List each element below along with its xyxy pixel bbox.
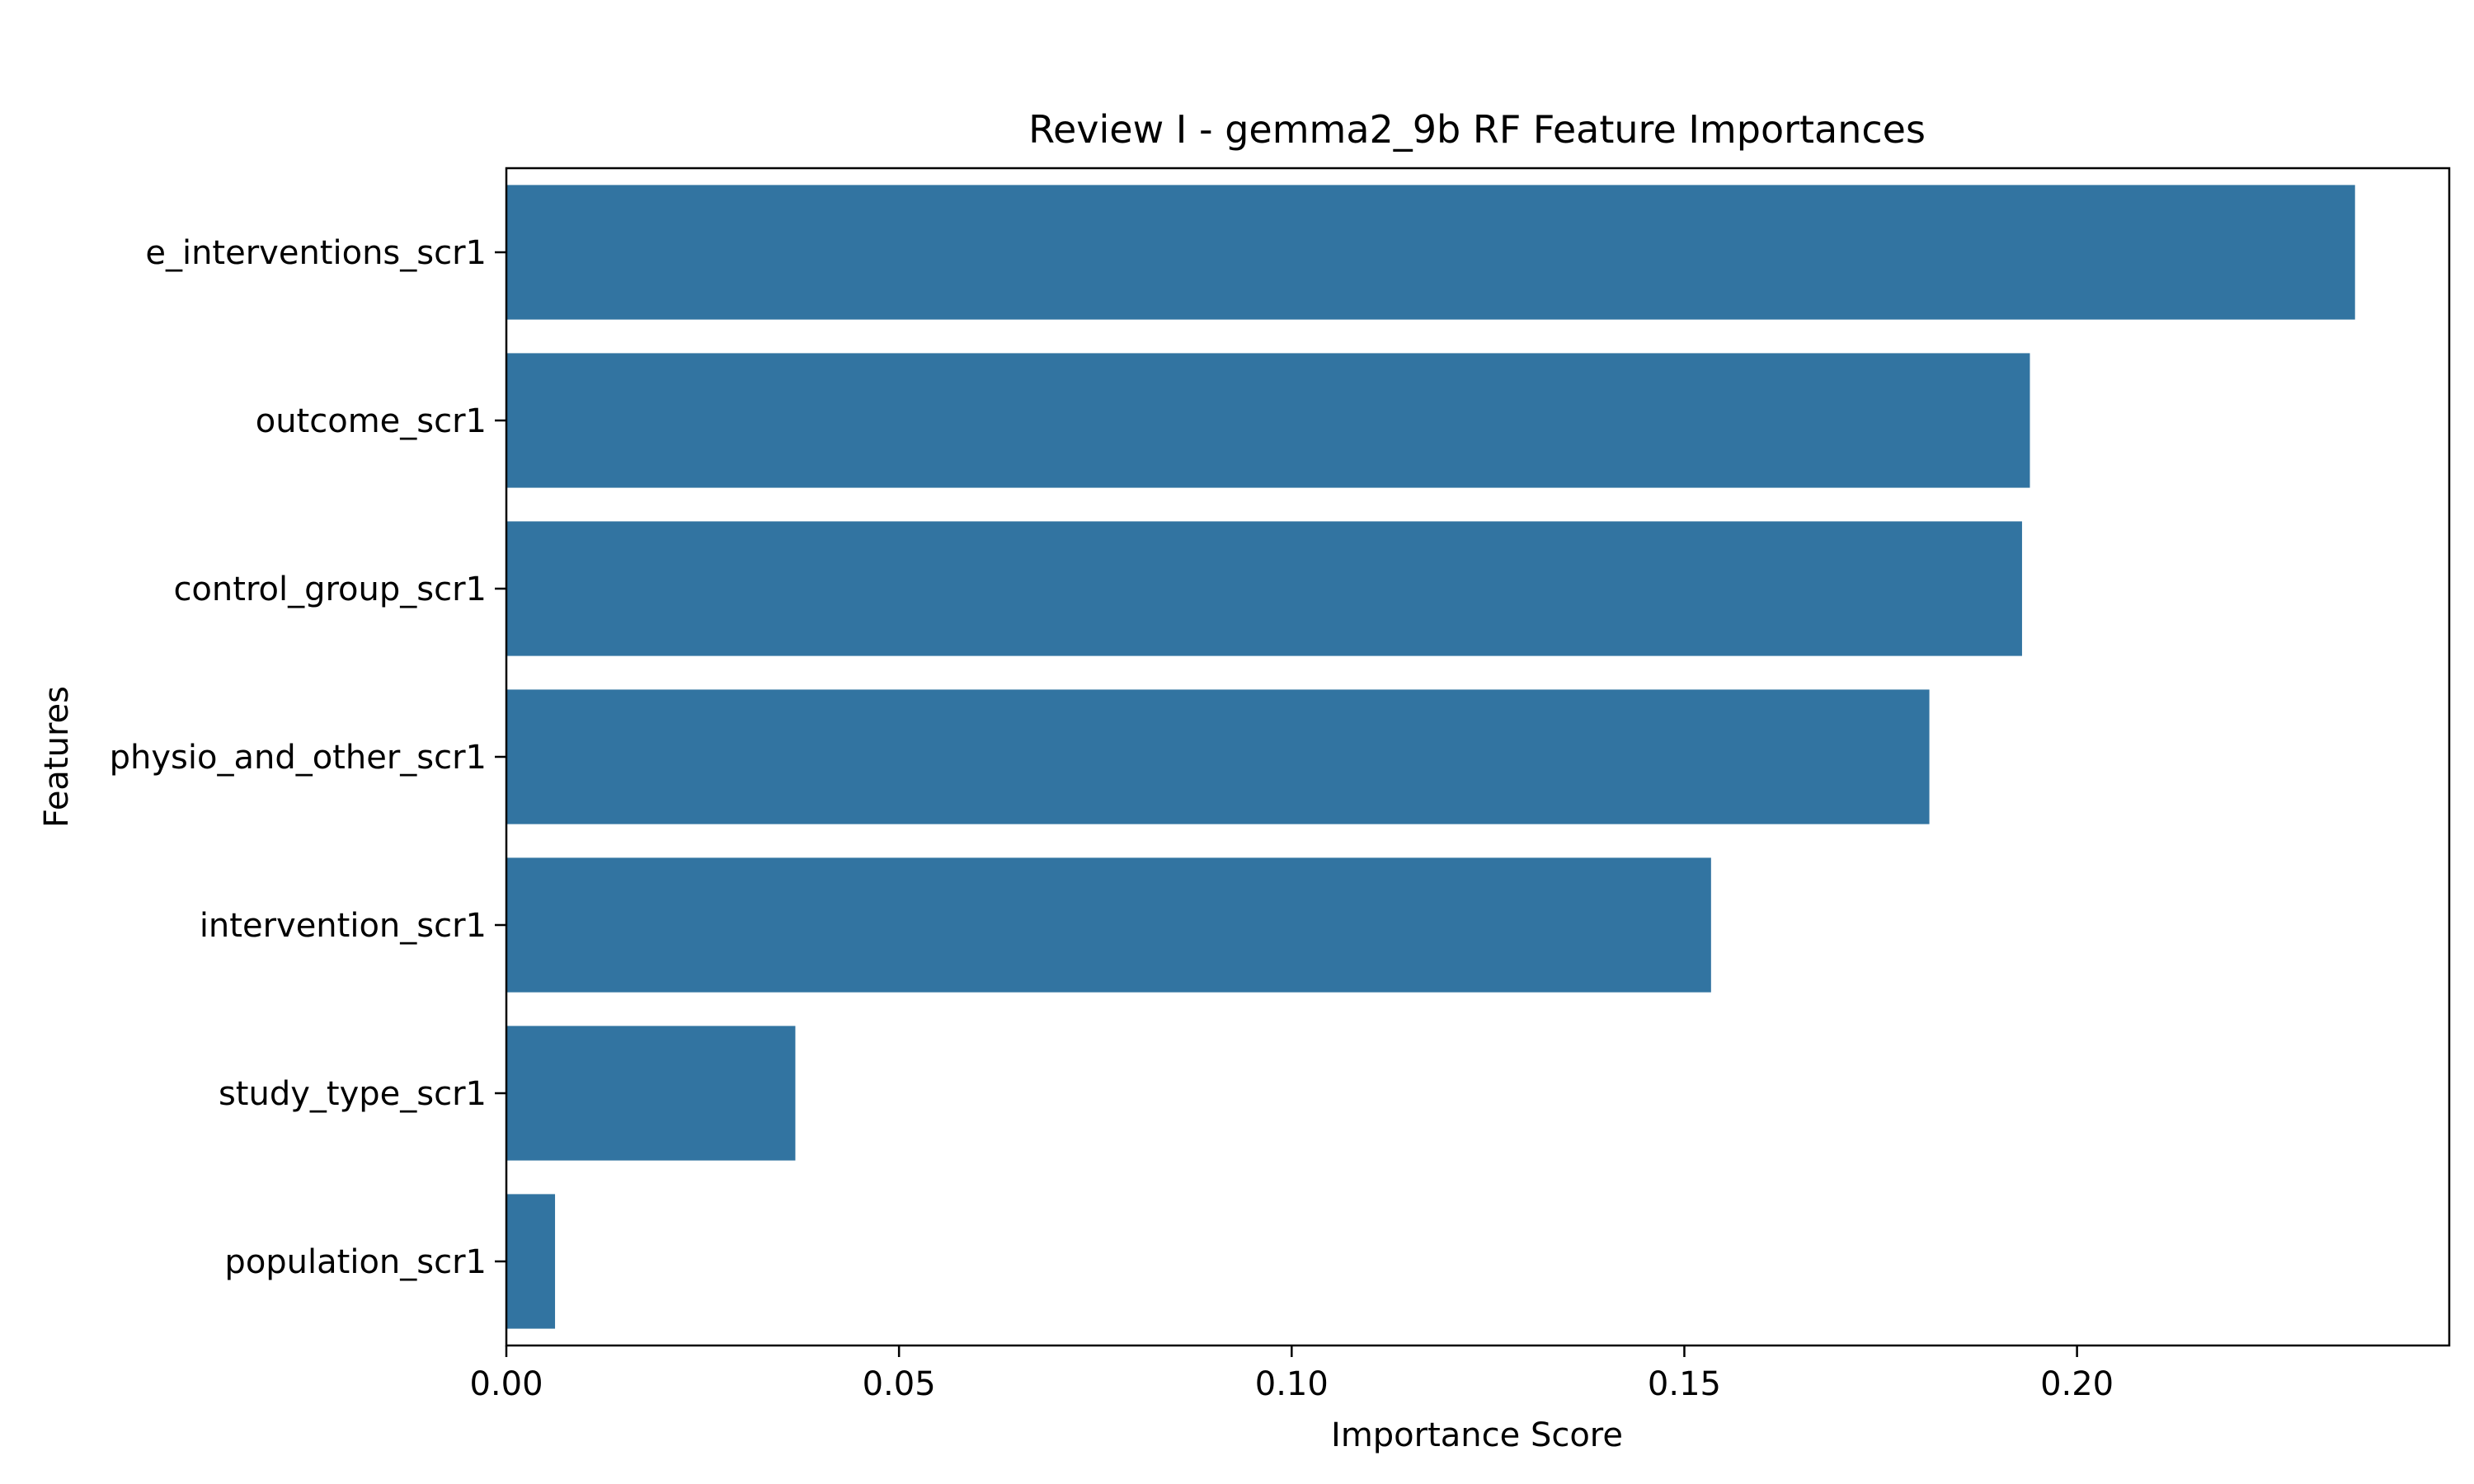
bar-outcome-scr1	[506, 353, 2030, 488]
bar-group	[506, 185, 2355, 1329]
x-axis-label: Importance Score	[1331, 1416, 1623, 1454]
y-tick-label: e_interventions_scr1	[145, 234, 487, 272]
x-axis-ticks: 0.00 0.05 0.10 0.15 0.20	[469, 1345, 2114, 1403]
bar-e-interventions-scr1	[506, 185, 2355, 320]
y-axis-ticks: e_interventions_scr1 outcome_scr1 control_…	[110, 234, 506, 1281]
y-tick-label: population_scr1	[224, 1243, 487, 1281]
axes-frame	[505, 167, 2451, 1347]
x-tick-label: 0.05	[863, 1365, 936, 1403]
x-tick-label: 0.10	[1255, 1365, 1329, 1403]
x-tick-label: 0.20	[2040, 1365, 2114, 1403]
y-axis-label: Features	[38, 686, 76, 828]
bar-control-group-scr1	[506, 521, 2022, 656]
x-tick-label: 0.00	[469, 1365, 543, 1403]
bar-study-type-scr1	[506, 1026, 796, 1161]
y-tick-label: physio_and_other_scr1	[110, 739, 487, 777]
y-tick-label: outcome_scr1	[256, 402, 487, 440]
y-tick-label: study_type_scr1	[219, 1075, 487, 1113]
chart-title: Review I - gemma2_9b RF Feature Importan…	[1028, 107, 1926, 152]
bar-intervention-scr1	[506, 857, 1711, 993]
x-tick-label: 0.15	[1648, 1365, 1721, 1403]
y-tick-label: control_group_scr1	[173, 571, 487, 608]
bar-physio-and-other-scr1	[506, 689, 1930, 824]
y-tick-label: intervention_scr1	[200, 907, 487, 945]
bar-population-scr1	[506, 1194, 556, 1329]
